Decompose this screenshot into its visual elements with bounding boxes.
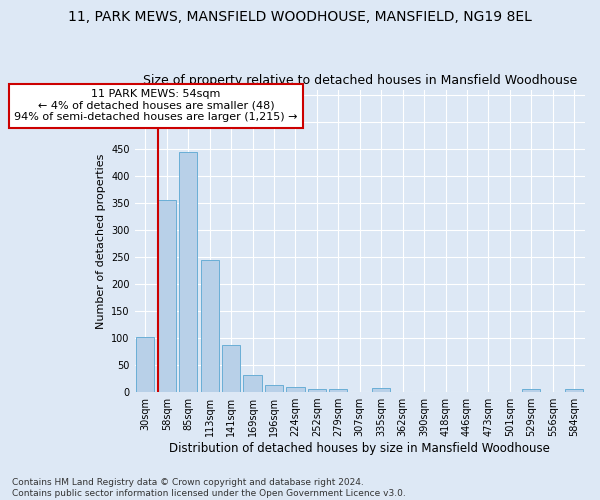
Bar (200, 260, 219, 392)
Y-axis label: Number of detached properties: Number of detached properties (95, 153, 106, 328)
Title: Size of property relative to detached houses in Mansfield Woodhouse: Size of property relative to detached ho… (143, 74, 577, 87)
Text: 11 PARK MEWS: 54sqm
← 4% of detached houses are smaller (48)
94% of semi-detache: 11 PARK MEWS: 54sqm ← 4% of detached hou… (14, 89, 298, 122)
Text: Contains HM Land Registry data © Crown copyright and database right 2024.
Contai: Contains HM Land Registry data © Crown c… (12, 478, 406, 498)
Bar (329, 390, 347, 392)
Bar (565, 390, 583, 392)
Bar (265, 384, 283, 392)
Bar (136, 337, 154, 392)
Bar (222, 344, 240, 392)
Text: 11, PARK MEWS, MANSFIELD WOODHOUSE, MANSFIELD, NG19 8EL: 11, PARK MEWS, MANSFIELD WOODHOUSE, MANS… (68, 10, 532, 24)
Bar (179, 152, 197, 392)
Bar (372, 388, 391, 392)
Bar (244, 375, 262, 392)
Bar (308, 390, 326, 392)
Bar (522, 390, 541, 392)
Bar (286, 387, 305, 392)
Bar (158, 200, 176, 392)
X-axis label: Distribution of detached houses by size in Mansfield Woodhouse: Distribution of detached houses by size … (169, 442, 550, 455)
